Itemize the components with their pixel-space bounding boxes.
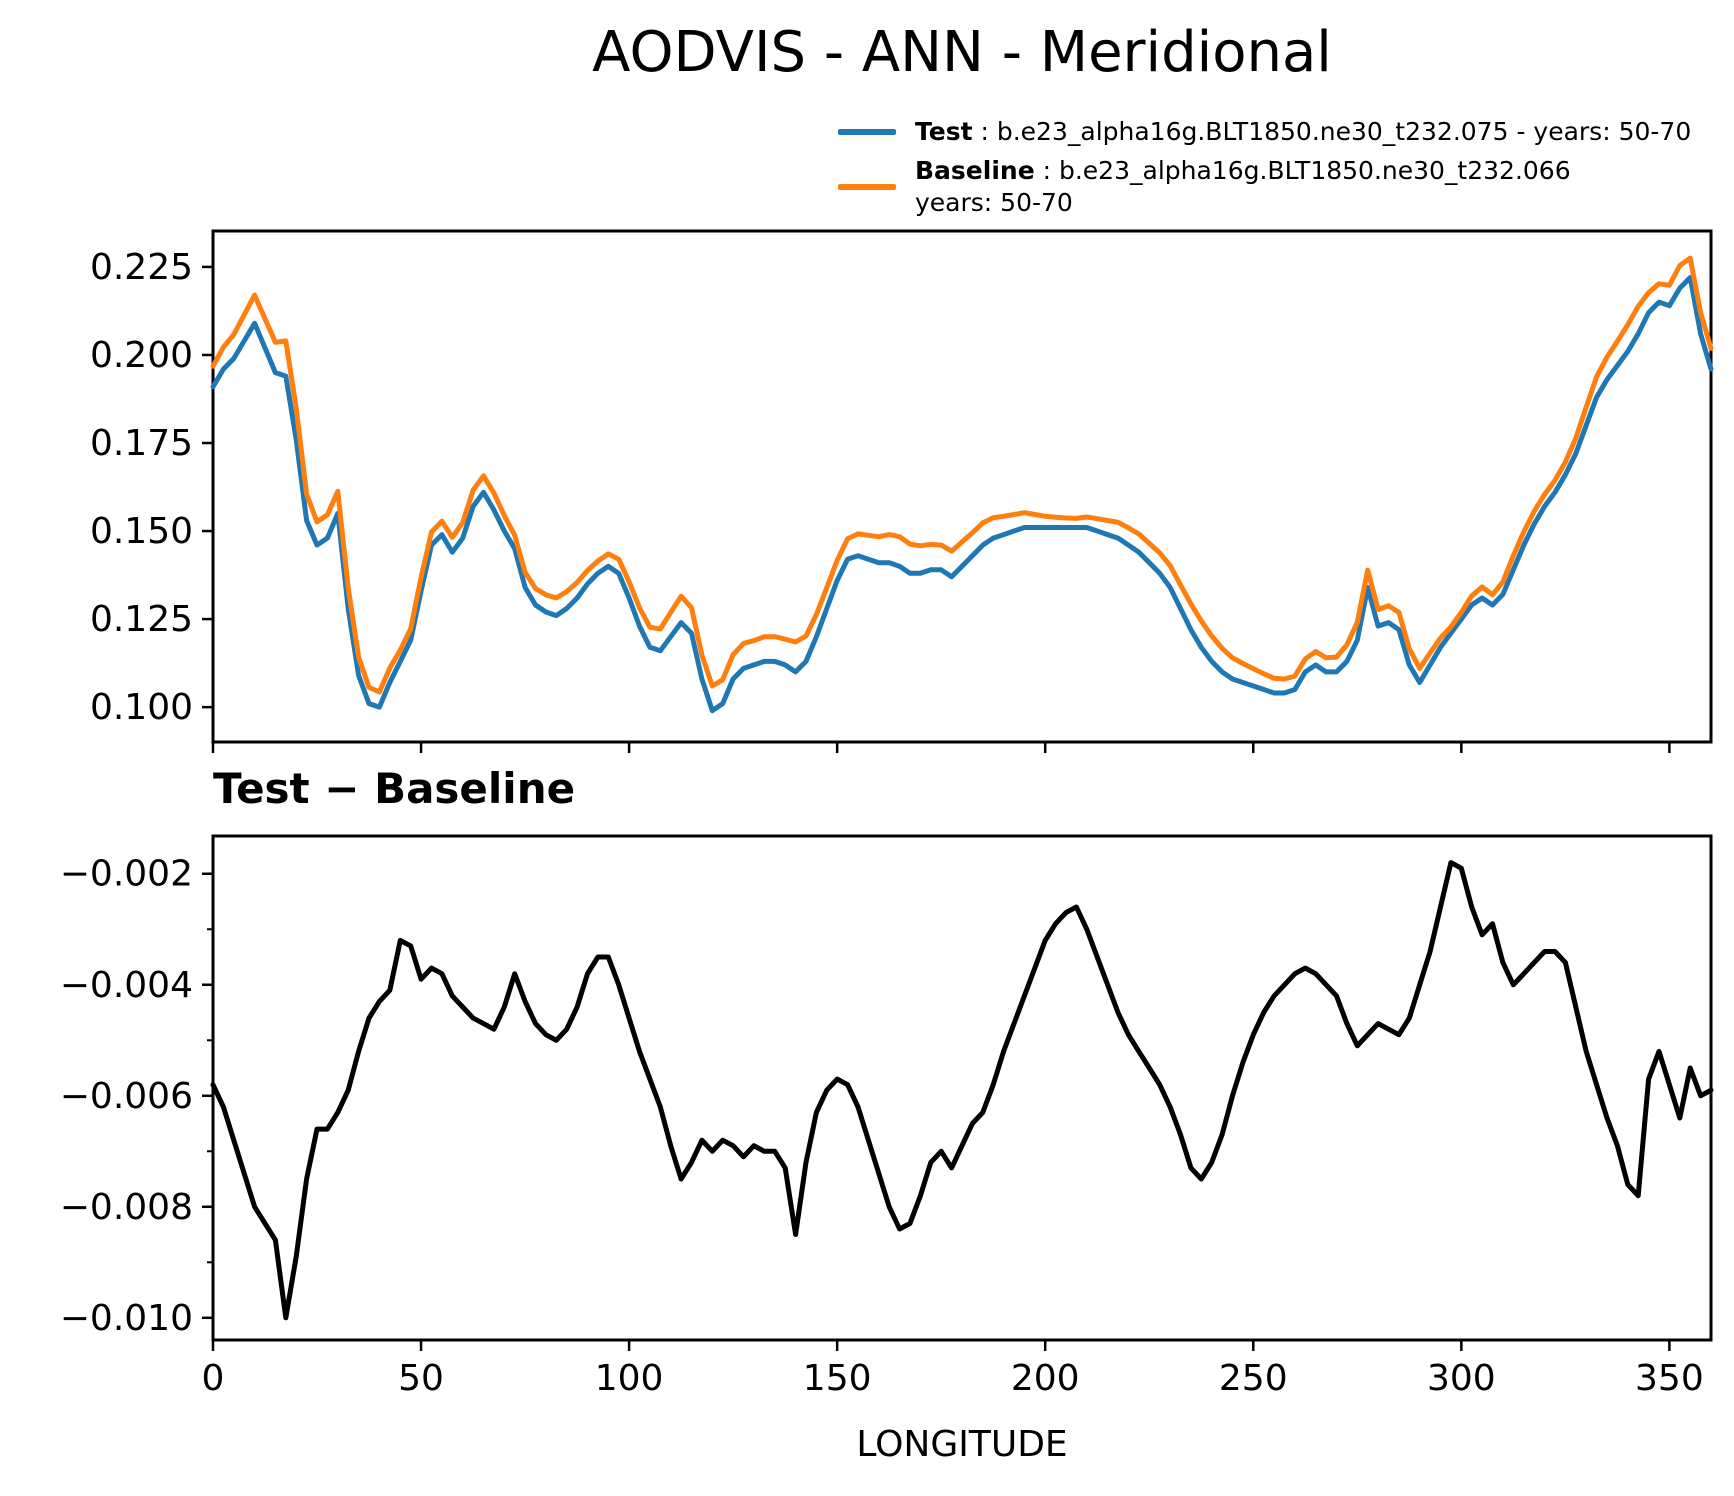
y-tick-label: 0.200 [90, 335, 193, 376]
y-tick-label: −0.002 [60, 854, 193, 895]
legend-baseline-description: b.e23_alpha16g.BLT1850.ne30_t232.066 [1058, 156, 1571, 185]
y-tick-label: 0.100 [90, 687, 193, 728]
x-tick-label: 50 [398, 1358, 444, 1399]
panel-absolute: 0.100 0.125 0.150 0.175 0.200 0.225 [90, 229, 1714, 753]
x-tick-label: 150 [803, 1358, 872, 1399]
y-tick-label: −0.006 [60, 1076, 193, 1117]
x-tick-label: 300 [1427, 1358, 1496, 1399]
y-tick-label: 0.150 [90, 511, 193, 552]
legend-entry-test: Test : b.e23_alpha16g.BLT1850.ne30_t232.… [838, 116, 1691, 148]
panel-difference: 0 50 100 150 200 250 300 350 −0.010 −0.008 −0.006 −… [60, 834, 1714, 1399]
y-tick-label: −0.004 [60, 965, 193, 1006]
chart-title: AODVIS - ANN - Meridional [592, 20, 1332, 85]
diff-panel-title: Test − Baseline [213, 764, 576, 813]
y-tick-label: 0.175 [90, 423, 193, 464]
panel-frame [211, 834, 1713, 1342]
x-tick-label: 0 [202, 1358, 225, 1399]
legend-baseline-name: Baseline [915, 156, 1035, 185]
legend-test-name: Test [915, 117, 973, 146]
y-tick-label: −0.010 [60, 1298, 193, 1339]
legend-test-description: b.e23_alpha16g.BLT1850.ne30_t232.075 - y… [996, 117, 1692, 146]
legend-entry-baseline-label: Baseline : b.e23_alpha16g.BLT1850.ne30_t… [915, 155, 1571, 219]
title-area: AODVIS - ANN - Meridional [213, 22, 1711, 84]
legend: Test : b.e23_alpha16g.BLT1850.ne30_t232.… [838, 116, 1691, 226]
y-tick-label: −0.008 [60, 1187, 193, 1228]
series-line-test [210, 275, 1714, 714]
y-tick-label: 0.225 [90, 247, 193, 288]
y-tick-label: 0.125 [90, 599, 193, 640]
legend-baseline-separator: : [1034, 156, 1059, 185]
x-tick-label: 350 [1635, 1358, 1704, 1399]
test-line-swatch [838, 129, 896, 135]
x-axis-label: LONGITUDE [856, 1424, 1068, 1465]
x-tick-label: 100 [595, 1358, 664, 1399]
legend-entry-baseline: Baseline : b.e23_alpha16g.BLT1850.ne30_t… [838, 155, 1691, 219]
panel-frame [211, 229, 1713, 744]
legend-entry-test-label: Test : b.e23_alpha16g.BLT1850.ne30_t232.… [915, 116, 1691, 148]
series-line-test-baseline [210, 860, 1714, 1321]
baseline-line-swatch [838, 184, 896, 190]
legend-test-separator: : [972, 117, 997, 146]
x-tick-label: 200 [1011, 1358, 1080, 1399]
x-tick-label: 250 [1219, 1358, 1288, 1399]
series-line-baseline [210, 255, 1714, 695]
legend-baseline-description-line2: years: 50-70 [915, 188, 1073, 217]
